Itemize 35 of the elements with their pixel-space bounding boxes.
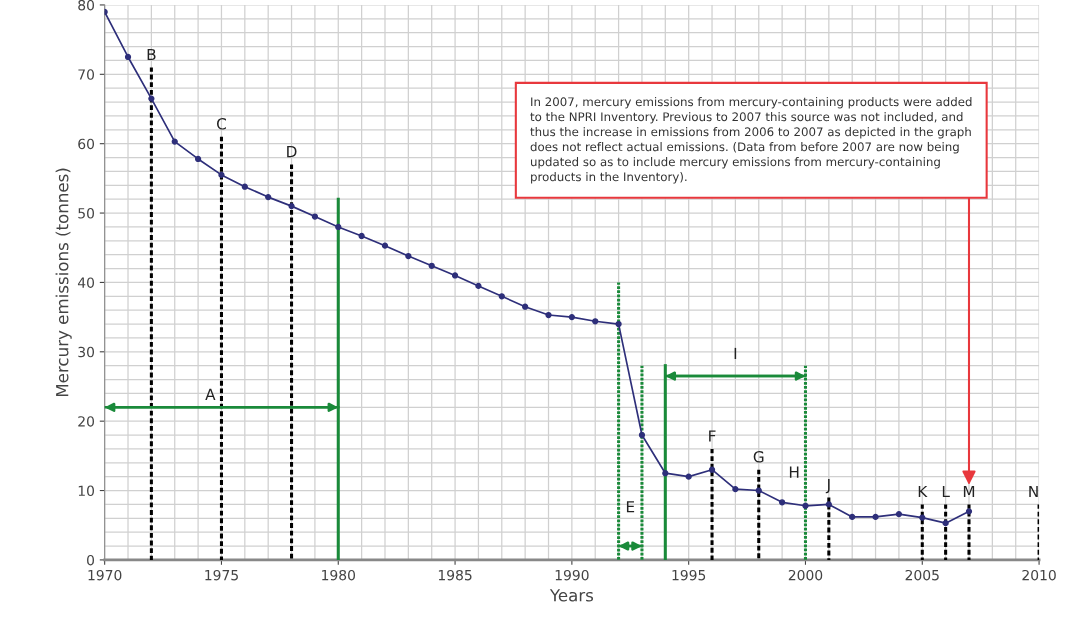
annotation: C: [216, 118, 226, 130]
y-tick-label: 0: [87, 554, 95, 566]
y-axis-title: Mercury emissions (tonnes): [55, 168, 72, 397]
x-tick-label: 1970: [88, 569, 122, 581]
y-tick-label: 70: [78, 69, 95, 80]
x-tick-label: 2010: [1022, 569, 1056, 581]
annotation: J: [825, 478, 830, 494]
y-tick-label: 50: [78, 208, 95, 219]
annotation: B: [147, 48, 156, 61]
y-tick-label: 30: [78, 346, 95, 358]
annotation: K: [918, 485, 928, 498]
x-tick-label: 2000: [788, 569, 823, 581]
y-tick-label: 40: [77, 277, 95, 288]
y-tick-label: 10: [78, 485, 95, 497]
annotation: G: [753, 451, 764, 463]
x-tick-label: 1975: [205, 569, 238, 581]
annotation: L: [942, 485, 950, 498]
annotation: D: [287, 146, 297, 158]
annotation: I: [734, 347, 737, 360]
x-tick-label: 1985: [438, 569, 472, 581]
x-tick-label: 1980: [322, 569, 356, 581]
annotation: In 2007, mercury emissions from mercury-containing products were added to the NPRI Inventory. Previous to 2007 this source was not included, and thus the increase in emissions from 2006 to 2007 as depicted in the graph does not reflect actual emissions. (Data from before 2007 are now being updated so as to include mercury emissions from mercury-containing products in the Inventory).: [530, 97, 972, 184]
x-axis-title: Years: [549, 589, 594, 602]
x-tick-label: 2005: [905, 569, 939, 581]
annotation: F: [709, 430, 716, 442]
x-tick-label: 1990: [555, 569, 589, 581]
annotation: H: [789, 466, 799, 478]
annotation: E: [626, 501, 635, 513]
annotation: A: [205, 388, 216, 400]
x-tick-label: 1995: [672, 569, 706, 581]
annotation: N: [1029, 485, 1038, 498]
y-tick-label: 20: [78, 416, 95, 427]
y-tick-label: 80: [78, 0, 95, 11]
y-tick-label: 60: [78, 138, 95, 150]
annotation: M: [963, 485, 975, 498]
